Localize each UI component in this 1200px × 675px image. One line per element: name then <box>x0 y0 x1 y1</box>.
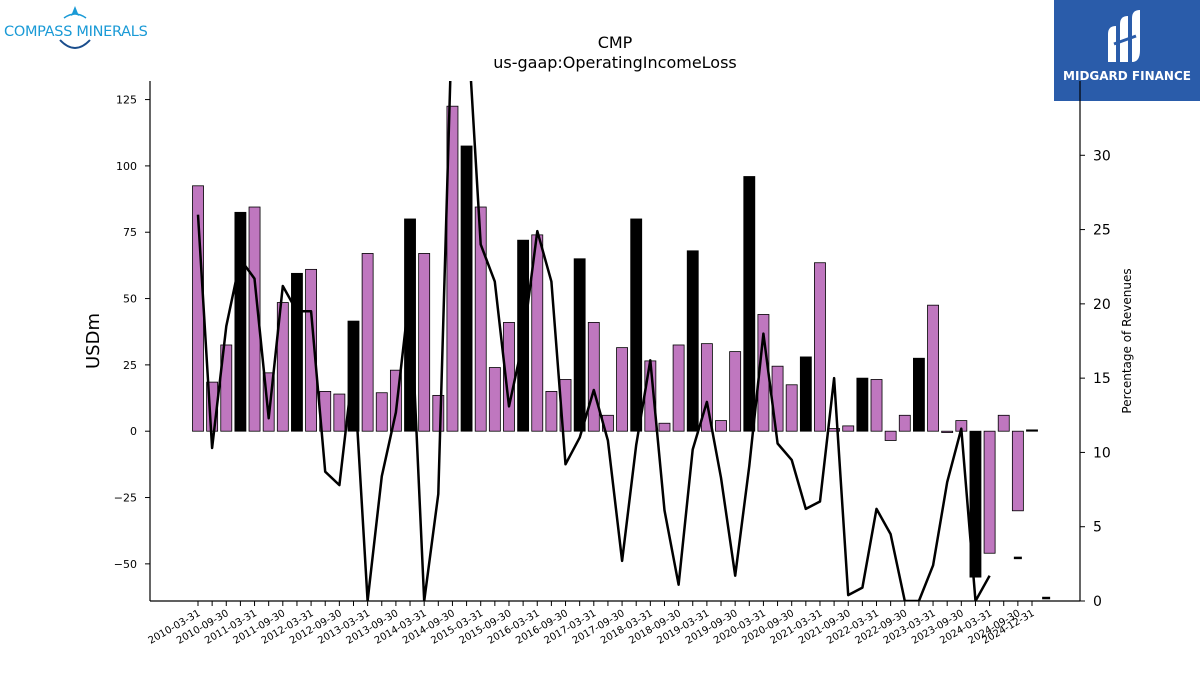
bar <box>1026 429 1038 432</box>
y-ticks-group: −50 −25 0 25 50 75 100 125 <box>114 94 150 571</box>
bar <box>446 105 459 432</box>
bar <box>799 356 812 432</box>
y2-tick-label: 0 <box>1093 594 1102 610</box>
y2-axis-label: Percentage of Revenues <box>1120 268 1134 413</box>
plot-frame <box>149 81 1081 602</box>
y-axis-label: USDm <box>83 313 104 369</box>
bar <box>997 414 1010 432</box>
bar <box>248 206 261 432</box>
y2-tick-label: 5 <box>1093 520 1102 536</box>
bar <box>333 393 346 432</box>
bar <box>785 384 798 432</box>
company-logo-text: COMPASS MINERALS <box>4 24 148 40</box>
bar <box>927 304 939 432</box>
bar <box>658 422 671 432</box>
bar <box>305 268 318 432</box>
compass-icon <box>59 6 91 49</box>
bar <box>969 430 982 578</box>
bar <box>842 425 855 432</box>
bar <box>616 347 628 432</box>
bar <box>700 343 713 432</box>
bar <box>913 357 925 432</box>
bar <box>856 377 869 432</box>
chart-subtitle: us-gaap:OperatingIncomeLoss <box>493 53 737 72</box>
bar <box>729 351 742 432</box>
midgard-finance-logo: MIDGARD FINANCE <box>1054 0 1200 101</box>
bar <box>220 344 233 432</box>
bar <box>870 379 883 432</box>
bar <box>234 211 247 432</box>
bar <box>291 272 303 432</box>
bar <box>276 302 289 432</box>
y-tick-label: −50 <box>114 558 137 571</box>
bar <box>743 176 756 432</box>
bar <box>573 258 586 432</box>
bar <box>488 367 501 432</box>
y-tick-label: −25 <box>114 492 137 505</box>
y-tick-label: 50 <box>123 293 137 306</box>
bar <box>375 392 388 432</box>
bars-group <box>192 105 1038 578</box>
y-tick-label: 100 <box>116 160 137 173</box>
line-group <box>196 81 1051 601</box>
bar <box>672 344 685 432</box>
midgard-logo-text: MIDGARD FINANCE <box>1063 69 1191 83</box>
bar <box>686 250 699 432</box>
bar <box>1011 430 1024 512</box>
bar <box>460 145 473 432</box>
y2-ticks-group: 0 5 10 15 20 25 30 <box>1080 148 1111 610</box>
bar <box>941 430 954 433</box>
y-tick-label: 75 <box>123 226 137 239</box>
y-tick-label: 25 <box>123 359 137 372</box>
bar <box>898 414 911 432</box>
bar <box>361 253 374 432</box>
bar <box>474 206 487 432</box>
x-ticks-group: 2010-03-312010-09-302011-03-312011-09-30… <box>147 601 1037 647</box>
bar <box>389 369 402 432</box>
bar <box>630 218 643 432</box>
company-logo: COMPASS MINERALS <box>4 6 154 54</box>
y-tick-label: 0 <box>130 425 137 438</box>
bar <box>587 322 600 432</box>
bar <box>545 391 558 432</box>
pct-line <box>196 81 991 601</box>
y2-tick-label: 20 <box>1093 297 1111 313</box>
bar <box>404 218 416 432</box>
bar <box>814 262 826 432</box>
bar <box>715 420 727 432</box>
midgard-icon <box>1108 10 1140 62</box>
bar <box>432 394 445 432</box>
y2-tick-label: 25 <box>1093 223 1111 239</box>
bar <box>884 430 897 441</box>
y2-tick-label: 30 <box>1093 148 1111 164</box>
bar <box>983 430 996 554</box>
y2-tick-label: 10 <box>1093 445 1111 461</box>
chart-title: CMP <box>598 33 633 52</box>
bar <box>262 372 275 432</box>
y-tick-label: 125 <box>116 94 137 107</box>
bar <box>418 253 431 432</box>
y2-tick-label: 15 <box>1093 371 1111 387</box>
